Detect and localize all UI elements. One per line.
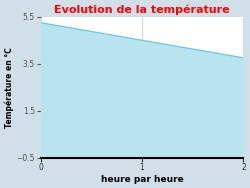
- X-axis label: heure par heure: heure par heure: [100, 175, 183, 184]
- Title: Evolution de la température: Evolution de la température: [54, 4, 230, 15]
- Y-axis label: Température en °C: Température en °C: [4, 47, 14, 127]
